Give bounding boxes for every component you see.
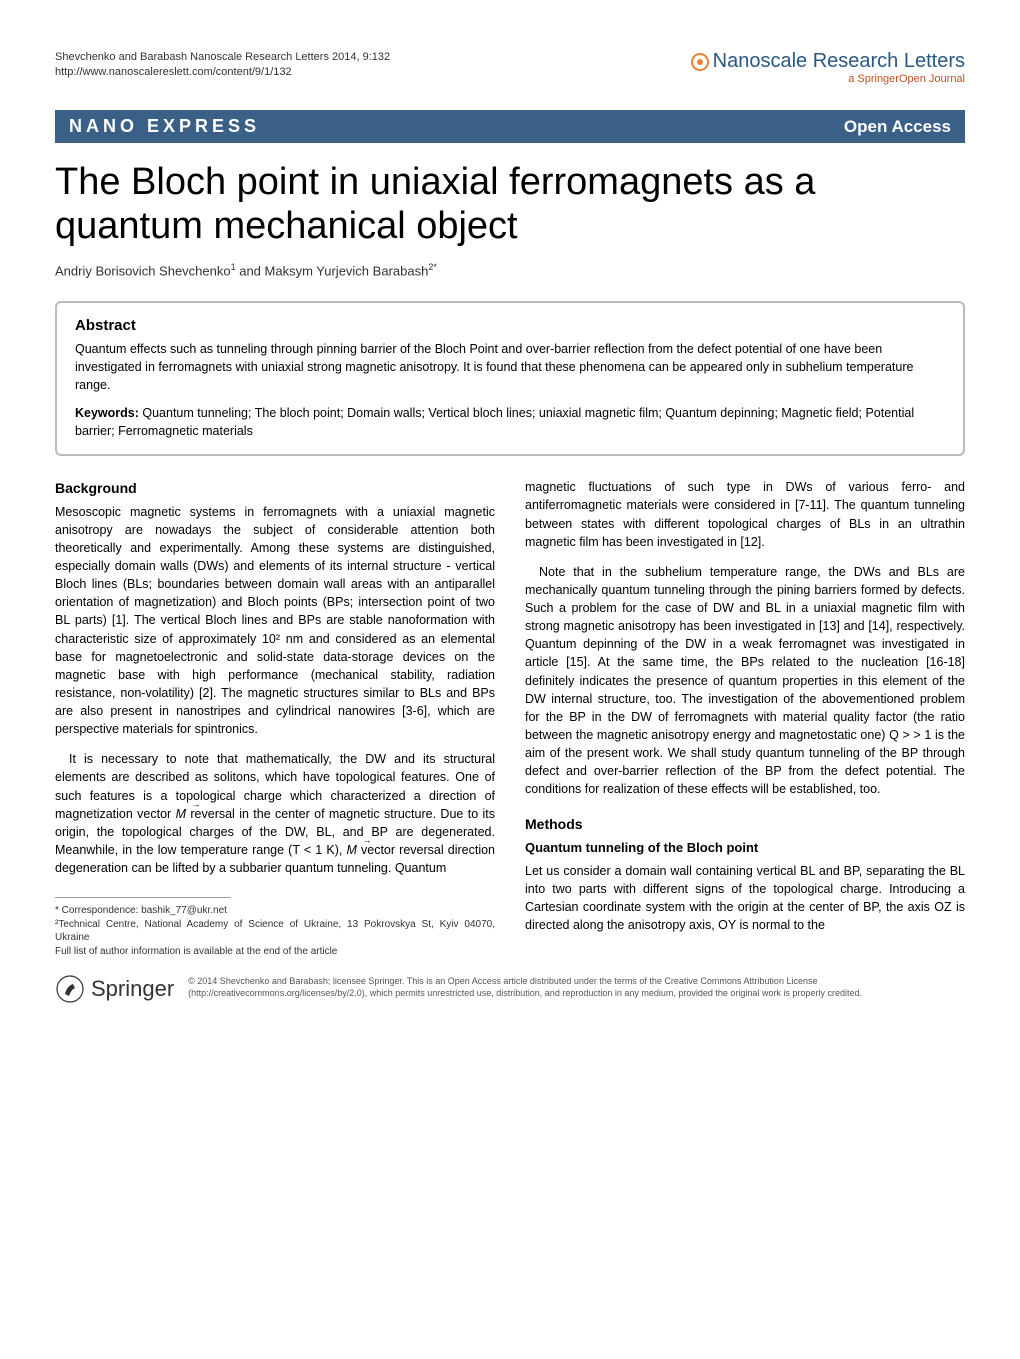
footer-notes: * Correspondence: bashik_77@ukr.net ²Tec… <box>55 904 495 958</box>
journal-tagline: a SpringerOpen Journal <box>691 73 965 85</box>
keywords-text: Quantum tunneling; The bloch point; Doma… <box>75 406 914 438</box>
vector-m-2: M <box>346 843 356 857</box>
right-column: magnetic fluctuations of such type in DW… <box>525 478 965 958</box>
right-p2: Note that in the subhelium temperature r… <box>525 563 965 799</box>
body-columns: Background Mesoscopic magnetic systems i… <box>55 478 965 958</box>
methods-p1: Let us consider a domain wall containing… <box>525 862 965 935</box>
license-text: © 2014 Shevchenko and Barabash; licensee… <box>188 974 965 999</box>
springer-footer: Springer © 2014 Shevchenko and Barabash;… <box>55 974 965 1004</box>
affiliation: ²Technical Centre, National Academy of S… <box>55 918 495 945</box>
left-column: Background Mesoscopic magnetic systems i… <box>55 478 495 958</box>
author-1: Andriy Borisovich Shevchenko <box>55 264 231 279</box>
springer-logo: Springer <box>55 974 174 1004</box>
keywords-label: Keywords: <box>75 406 139 420</box>
right-p1: magnetic fluctuations of such type in DW… <box>525 478 965 551</box>
full-list-note: Full list of author information is avail… <box>55 945 495 959</box>
methods-subheading: Quantum tunneling of the Bloch point <box>525 839 965 858</box>
abstract-text: Quantum effects such as tunneling throug… <box>75 340 945 394</box>
author-2-sup: 2* <box>428 262 437 272</box>
authors-line: Andriy Borisovich Shevchenko1 and Maksym… <box>55 262 965 278</box>
springer-horse-icon <box>55 974 85 1004</box>
journal-name: Nanoscale Research Letters <box>691 50 965 73</box>
article-type-banner: NANO EXPRESS Open Access <box>55 110 965 143</box>
journal-logo: Nanoscale Research Letters a SpringerOpe… <box>691 50 965 85</box>
background-p1: Mesoscopic magnetic systems in ferromagn… <box>55 503 495 739</box>
background-heading: Background <box>55 478 495 498</box>
author-and: and Maksym Yurjevich Barabash <box>236 264 429 279</box>
article-title: The Bloch point in uniaxial ferromagnets… <box>55 161 965 248</box>
methods-heading: Methods <box>525 814 965 834</box>
citation-block: Shevchenko and Barabash Nanoscale Resear… <box>55 50 390 81</box>
keywords-line: Keywords: Quantum tunneling; The bloch p… <box>75 404 945 440</box>
open-access-icon <box>691 53 709 71</box>
footer-divider <box>55 897 231 898</box>
background-p2: It is necessary to note that mathematica… <box>55 750 495 877</box>
citation-text: Shevchenko and Barabash Nanoscale Resear… <box>55 50 390 65</box>
article-type: NANO EXPRESS <box>69 116 260 137</box>
abstract-box: Abstract Quantum effects such as tunneli… <box>55 301 965 457</box>
springer-name: Springer <box>91 976 174 1002</box>
correspondence: * Correspondence: bashik_77@ukr.net <box>55 904 495 918</box>
page-header: Shevchenko and Barabash Nanoscale Resear… <box>55 50 965 85</box>
citation-url: http://www.nanoscalereslett.com/content/… <box>55 65 390 80</box>
open-access-label: Open Access <box>844 117 951 137</box>
vector-m-1: M <box>176 807 186 821</box>
abstract-heading: Abstract <box>75 317 945 334</box>
